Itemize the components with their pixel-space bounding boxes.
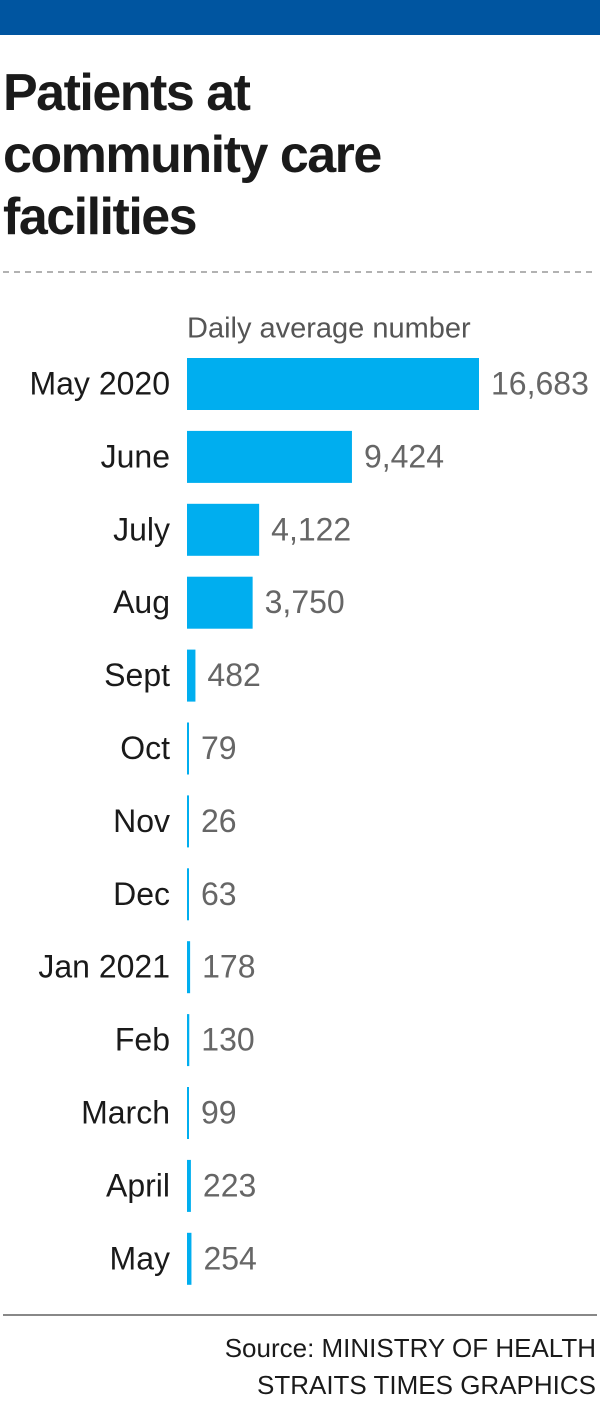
- category-label: June: [101, 438, 170, 474]
- value-label: 4,122: [271, 511, 351, 547]
- category-label: Dec: [113, 876, 170, 912]
- bar: [187, 1159, 191, 1212]
- category-label: Jan 2021: [38, 949, 170, 985]
- value-label: 16,683: [491, 365, 589, 401]
- bar: [187, 1014, 190, 1067]
- category-label: Feb: [115, 1022, 170, 1058]
- category-label: Nov: [113, 803, 170, 839]
- value-label: 130: [201, 1022, 254, 1058]
- bar: [187, 358, 479, 410]
- category-label: Aug: [113, 584, 170, 620]
- category-label: May: [110, 1240, 170, 1276]
- value-label: 178: [202, 949, 255, 985]
- bar: [187, 503, 260, 556]
- category-label: May 2020: [29, 365, 170, 401]
- top-band: [0, 0, 600, 35]
- value-label: 254: [203, 1240, 256, 1276]
- bar: [187, 795, 189, 848]
- chart-title: Patients at community care facilities: [3, 64, 382, 246]
- value-label: 79: [201, 730, 237, 766]
- category-label: April: [106, 1167, 170, 1203]
- bar: [187, 722, 189, 775]
- value-label: 9,424: [364, 438, 444, 474]
- value-label: 3,750: [265, 584, 345, 620]
- bar: [187, 576, 253, 629]
- category-label: July: [113, 511, 170, 547]
- bar: [187, 1087, 189, 1139]
- credit: STRAITS TIMES GRAPHICS: [257, 1370, 596, 1400]
- bar: [187, 649, 196, 702]
- bar: [187, 868, 189, 921]
- category-label: March: [81, 1094, 170, 1130]
- category-label: Oct: [120, 730, 170, 766]
- value-label: 99: [201, 1094, 237, 1130]
- value-label: 223: [203, 1167, 256, 1203]
- value-label: 63: [201, 876, 237, 912]
- subtitle: Daily average number: [187, 313, 471, 345]
- bar: [187, 941, 191, 994]
- value-label: 482: [207, 657, 260, 693]
- source: Source: MINISTRY OF HEALTH: [225, 1333, 596, 1363]
- bar: [187, 1232, 192, 1285]
- value-label: 26: [201, 803, 237, 839]
- category-label: Sept: [104, 657, 170, 693]
- bar: [187, 430, 352, 483]
